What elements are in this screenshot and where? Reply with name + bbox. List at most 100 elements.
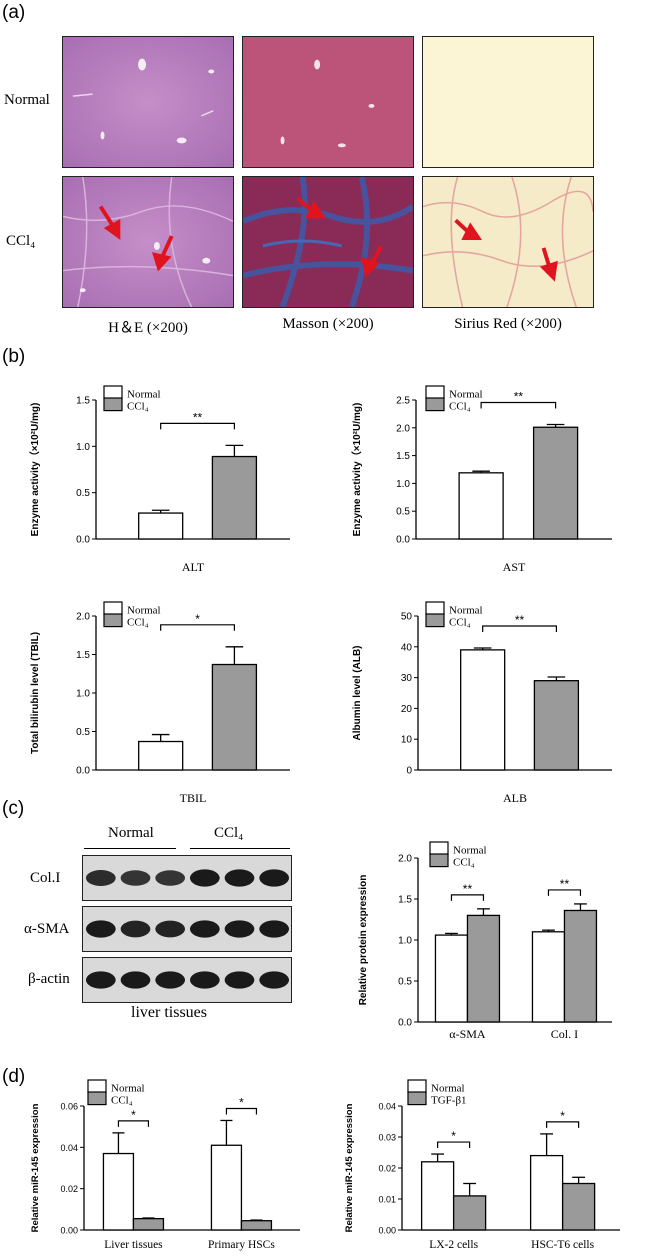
significance-bracket xyxy=(117,1120,150,1127)
bar-normal xyxy=(460,649,506,771)
legend-label-treated: TGF-β1 xyxy=(431,1095,467,1107)
bar-treated xyxy=(211,455,258,540)
x-tick-label: Col. I xyxy=(551,1027,578,1041)
significance-bracket xyxy=(160,422,235,430)
bar-normal xyxy=(102,1152,135,1231)
significance-marker: ** xyxy=(514,389,524,403)
y-tick-label: 0.0 xyxy=(396,535,410,546)
y-tick-label: 1.0 xyxy=(398,936,412,947)
column-label-sirius: Sirius Red (×200) xyxy=(454,316,562,332)
y-axis-label: Enzyme activity（×10²U/mg) xyxy=(28,403,41,537)
bar-normal xyxy=(531,931,566,1023)
red-arrow-icon xyxy=(296,197,384,278)
bar-treated xyxy=(561,1182,596,1231)
significance-bracket xyxy=(547,889,582,896)
panel-label-c: (c) xyxy=(2,798,25,819)
legend-label-normal: Normal xyxy=(449,389,483,401)
blot-band xyxy=(120,920,151,938)
significance-marker: * xyxy=(131,1108,136,1122)
band-label-asma: α-SMA xyxy=(24,921,70,937)
y-tick-label: 0.5 xyxy=(76,488,90,499)
y-axis-label: Relative protein expression xyxy=(358,875,369,1006)
y-tick-label: 0 xyxy=(406,766,412,777)
blot-band xyxy=(85,920,116,938)
y-tick-label: 0.03 xyxy=(378,1133,396,1143)
significance-bracket xyxy=(225,1107,258,1115)
y-axis-label: Relative miR-145 expression xyxy=(344,1103,355,1232)
y-axis-label: Albumin level (ALB) xyxy=(352,645,363,740)
legend-label-treated: CCl₄ xyxy=(449,401,471,413)
y-tick-label: 0.06 xyxy=(60,1102,78,1112)
bar-treated xyxy=(211,663,258,771)
blot-band xyxy=(85,971,116,989)
significance-bracket xyxy=(450,894,485,901)
y-axis-label: Enzyme activity（×10²U/mg) xyxy=(350,403,363,537)
micrograph-he-ccl4 xyxy=(62,176,234,308)
x-tick-label: AST xyxy=(503,560,526,574)
y-tick-label: 1.0 xyxy=(396,479,410,490)
y-tick-label: 1.5 xyxy=(398,895,412,906)
bar-normal xyxy=(420,1161,455,1231)
y-tick-label: 2.0 xyxy=(76,612,90,623)
legend-label-normal: Normal xyxy=(127,389,161,401)
legend-swatch-normal xyxy=(87,1079,107,1094)
x-tick-label: Primary HSCs xyxy=(208,1239,275,1251)
bar-normal xyxy=(458,472,504,540)
significance-bracket xyxy=(437,1141,471,1149)
legend-swatch-normal xyxy=(425,385,445,400)
wb-group-line-normal xyxy=(84,848,176,849)
blot-col1 xyxy=(82,855,292,901)
bar-treated xyxy=(466,914,501,1023)
legend-label-treated: CCl₄ xyxy=(127,617,149,629)
blot-band xyxy=(120,971,151,989)
blot-band xyxy=(189,971,220,989)
bar-normal xyxy=(138,740,184,771)
legend-swatch-treated xyxy=(103,613,123,628)
column-label-he: H＆E (×200) xyxy=(108,320,188,336)
blot-band xyxy=(224,869,255,887)
blot-band xyxy=(189,920,220,938)
y-tick-label: 0.5 xyxy=(396,507,410,518)
y-tick-label: 50 xyxy=(401,612,413,623)
blot-band xyxy=(259,920,290,938)
legend-swatch-treated xyxy=(103,397,123,412)
chart-protein: 0.0 0.5 1.0 1.5 2.0 Relative protein expressi… xyxy=(342,838,622,1060)
y-tick-label: 0.04 xyxy=(378,1102,396,1112)
legend-swatch-normal xyxy=(407,1079,427,1094)
blot-band xyxy=(189,869,220,887)
significance-marker: * xyxy=(560,1109,565,1123)
column-label-masson: Masson (×200) xyxy=(282,316,374,332)
y-tick-label: 1.5 xyxy=(76,396,90,407)
chart-mir-tissue: 0.00 0.02 0.04 0.06 Relative miR-145 express… xyxy=(20,1078,310,1258)
chart-alb: 0 10 20 30 40 50 Albumin level (ALB) ALB ** Norma… xyxy=(342,600,622,828)
y-tick-label: 0.02 xyxy=(60,1184,78,1194)
bar-treated xyxy=(563,909,598,1023)
y-tick-label: 0.0 xyxy=(398,1018,412,1029)
blot-band xyxy=(259,869,290,887)
blot-band xyxy=(259,971,290,989)
significance-marker: * xyxy=(451,1129,456,1143)
y-tick-label: 2.0 xyxy=(396,423,410,434)
blot-band xyxy=(155,971,186,989)
blot-band xyxy=(155,920,186,938)
blot-band xyxy=(85,869,116,887)
legend-swatch-treated xyxy=(425,397,445,412)
bar-normal xyxy=(434,934,469,1023)
y-tick-label: 40 xyxy=(401,642,413,653)
y-tick-label: 0.0 xyxy=(76,535,90,546)
wb-caption: liver tissues xyxy=(131,1004,207,1021)
legend-label-normal: Normal xyxy=(127,605,161,617)
micrograph-he-normal xyxy=(62,36,234,168)
x-tick-label: HSC-T6 cells xyxy=(531,1239,594,1251)
x-tick-label: LX-2 cells xyxy=(429,1239,478,1251)
x-tick-label: Liver tissues xyxy=(104,1239,163,1251)
y-tick-label: 20 xyxy=(401,704,413,715)
red-arrow-icon xyxy=(98,205,174,272)
legend-swatch-treated xyxy=(425,613,445,628)
band-label-col1: Col.I xyxy=(30,870,61,886)
x-tick-label: ALT xyxy=(182,560,205,574)
wb-group-line-ccl4 xyxy=(190,848,290,849)
wb-group-ccl4: CCl₄ xyxy=(214,825,244,841)
significance-bracket xyxy=(546,1121,580,1128)
legend-swatch-normal xyxy=(429,841,449,856)
